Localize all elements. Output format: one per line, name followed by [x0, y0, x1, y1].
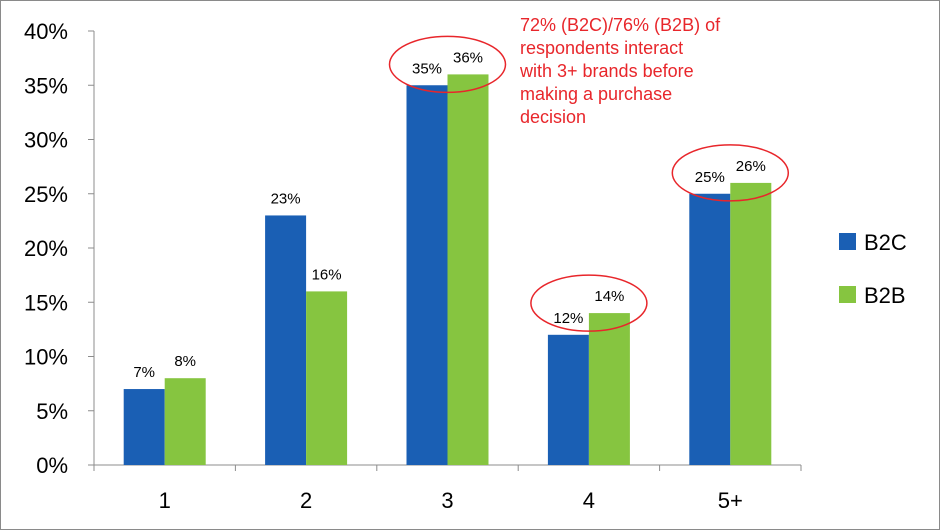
y-tick-label: 5% — [36, 399, 68, 424]
annotation-line: making a purchase — [520, 84, 673, 104]
legend-swatch-b2c — [839, 233, 856, 250]
y-tick-label: 25% — [24, 182, 68, 207]
highlight-ellipse — [388, 35, 507, 94]
y-tick-label: 10% — [24, 345, 68, 370]
y-tick-label: 15% — [24, 290, 68, 315]
data-label: 23% — [271, 190, 301, 207]
bar-b2c — [123, 389, 165, 465]
y-tick-label: 30% — [24, 128, 68, 153]
data-label: 26% — [736, 158, 766, 175]
x-tick-label: 3 — [441, 488, 453, 513]
highlight-ellipse — [671, 144, 790, 202]
data-label: 35% — [412, 60, 442, 77]
annotation-line: decision — [520, 107, 587, 127]
data-label: 12% — [553, 310, 583, 327]
bar-b2b — [730, 182, 772, 465]
annotation-line: respondents interact — [520, 38, 684, 58]
x-tick-label: 2 — [300, 488, 312, 513]
x-tick-label: 5+ — [718, 488, 743, 513]
bar-b2c — [689, 193, 731, 465]
x-tick-label: 4 — [583, 488, 595, 513]
data-label: 25% — [695, 169, 725, 186]
legend-label-b2c: B2C — [864, 230, 907, 255]
x-tick-label: 1 — [159, 488, 171, 513]
annotation-line: 72% (B2C)/76% (B2B) of — [520, 15, 721, 35]
data-label: 7% — [133, 364, 155, 381]
bar-b2c — [406, 85, 448, 465]
y-tick-label: 35% — [24, 73, 68, 98]
data-label: 14% — [594, 288, 624, 305]
bar-b2b — [306, 291, 348, 465]
highlight-ellipse — [530, 274, 648, 332]
y-tick-label: 20% — [24, 236, 68, 261]
bar-b2b — [447, 74, 489, 466]
bar-b2b — [164, 378, 206, 465]
bar-b2c — [547, 334, 589, 465]
bar-b2c — [265, 215, 307, 465]
bar-b2b — [588, 313, 630, 465]
y-tick-label: 40% — [24, 19, 68, 44]
legend-label-b2b: B2B — [864, 283, 906, 308]
y-tick-label: 0% — [36, 453, 68, 478]
data-label: 16% — [312, 266, 342, 283]
data-label: 36% — [453, 49, 483, 66]
chart-annotation: 72% (B2C)/76% (B2B) of respondents inter… — [520, 14, 750, 129]
data-label: 8% — [174, 353, 196, 370]
annotation-line: with 3+ brands before — [520, 61, 694, 81]
legend-swatch-b2b — [839, 286, 856, 303]
